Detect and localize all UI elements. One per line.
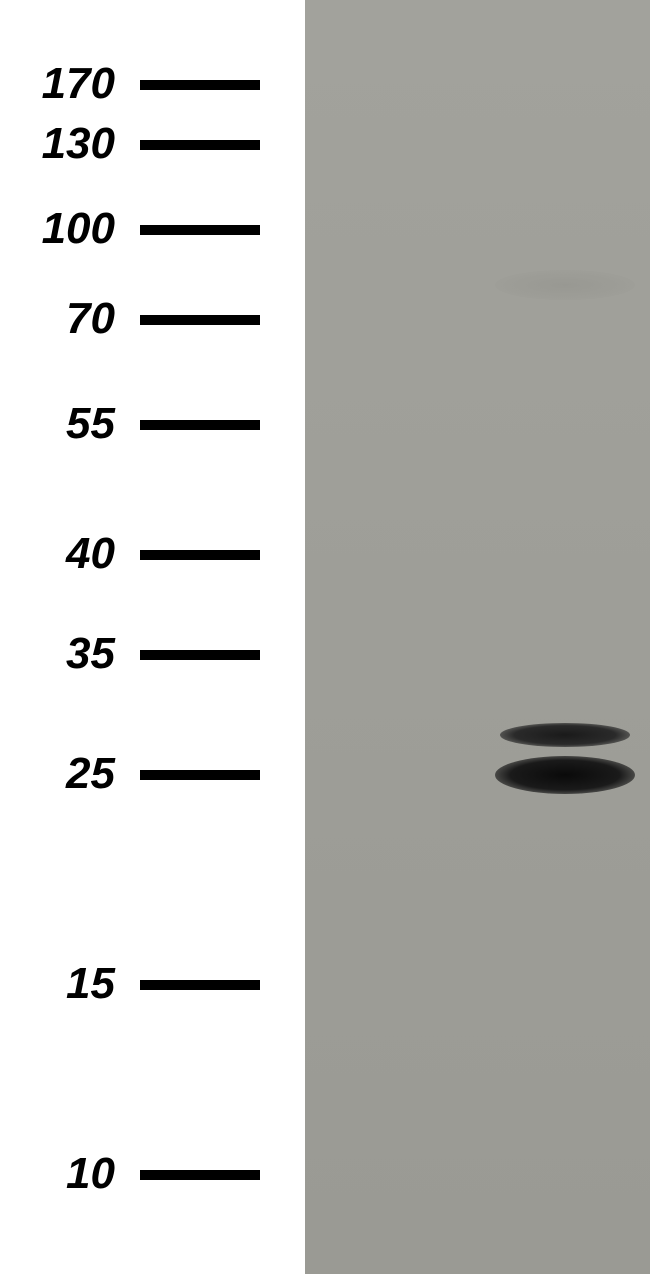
- ladder-label-40: 40: [15, 529, 115, 579]
- western-blot-container: 170 130 100 70 55 40 35 25 15 10: [0, 0, 650, 1274]
- lane-2-band: [500, 723, 630, 747]
- ladder-tick-15: [140, 980, 260, 990]
- ladder-tick-35: [140, 650, 260, 660]
- ladder-tick-40: [140, 550, 260, 560]
- ladder-tick-70: [140, 315, 260, 325]
- lanes-background: [305, 0, 650, 1274]
- lane-2-band: [495, 756, 635, 794]
- ladder-label-35: 35: [15, 629, 115, 679]
- lane-2-faint-band: [495, 270, 635, 300]
- ladder-tick-55: [140, 420, 260, 430]
- ladder-label-10: 10: [15, 1149, 115, 1199]
- ladder-tick-25: [140, 770, 260, 780]
- ladder-label-100: 100: [15, 204, 115, 254]
- ladder-tick-100: [140, 225, 260, 235]
- ladder-tick-10: [140, 1170, 260, 1180]
- ladder-label-25: 25: [15, 749, 115, 799]
- ladder-label-170: 170: [15, 59, 115, 109]
- ladder-label-55: 55: [15, 399, 115, 449]
- ladder-tick-130: [140, 140, 260, 150]
- ladder-label-15: 15: [15, 959, 115, 1009]
- ladder-label-130: 130: [15, 119, 115, 169]
- ladder-label-70: 70: [15, 294, 115, 344]
- ladder-tick-170: [140, 80, 260, 90]
